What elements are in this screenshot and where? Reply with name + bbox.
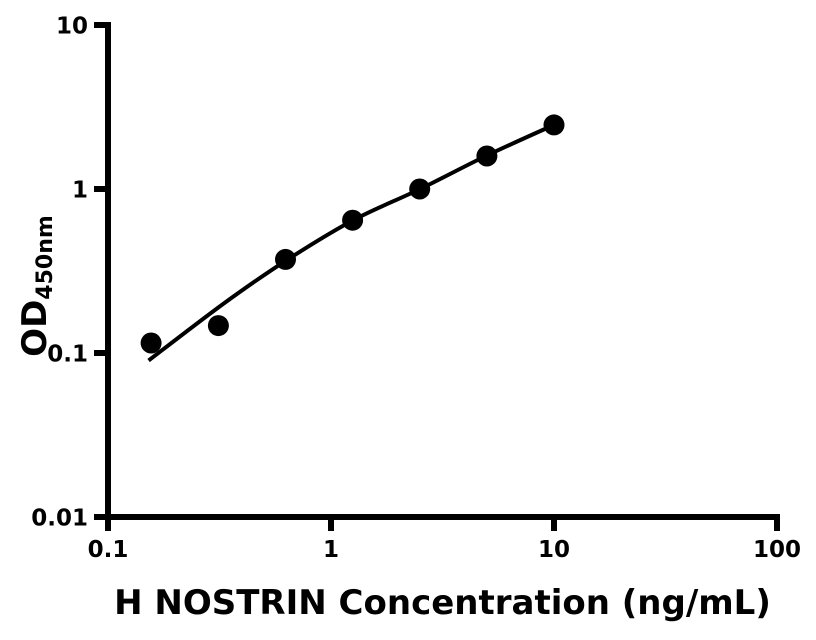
y-axis-title-main: OD (15, 300, 55, 357)
y-tick-label: 0.01 (31, 506, 88, 532)
data-point (543, 114, 565, 136)
x-axis-title: H NOSTRIN Concentration (ng/mL) (114, 583, 771, 623)
y-tick-label: 10 (56, 14, 88, 40)
x-tick-label: 0.1 (88, 537, 129, 563)
y-axis-title-subscript: 450nm (33, 215, 58, 300)
data-point (275, 248, 296, 270)
data-points (140, 114, 565, 354)
data-point (207, 315, 229, 337)
y-tick-label: 0.1 (47, 342, 88, 368)
x-tick-label: 100 (753, 537, 801, 563)
axis-ticks (94, 22, 780, 531)
data-point (342, 209, 364, 231)
y-tick-label: 1 (72, 178, 88, 204)
x-tick-label: 10 (538, 537, 570, 563)
y-axis-title: OD450nm (15, 215, 58, 357)
axes (105, 22, 780, 520)
x-tick-label: 1 (323, 537, 339, 563)
data-point (140, 332, 162, 354)
data-point (409, 178, 431, 200)
data-point (476, 145, 498, 167)
